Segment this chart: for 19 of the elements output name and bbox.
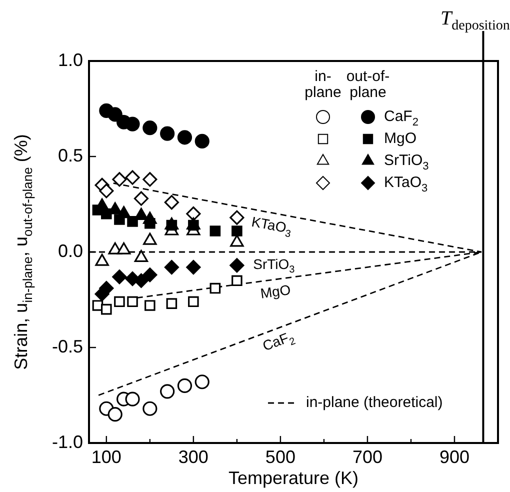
text: KTaO3 bbox=[250, 213, 292, 240]
annotation: in-plane (theoretical) bbox=[306, 394, 443, 412]
x-tick-label: 300 bbox=[178, 446, 208, 467]
y-axis-title: Strain, uin-plane, uout-of-plane (%) bbox=[10, 134, 35, 370]
y-tick-label: 0.0 bbox=[58, 240, 83, 261]
text: MgO bbox=[259, 281, 292, 302]
legend-label: MgO bbox=[384, 130, 417, 148]
y-tick-label: -1.0 bbox=[52, 432, 83, 452]
y-tick-label: 0.5 bbox=[58, 145, 83, 166]
x-tick-label: 100 bbox=[91, 446, 122, 467]
x-axis-title: Temperature (K) bbox=[228, 468, 359, 488]
y-tick-label: 1.0 bbox=[58, 50, 83, 70]
y-tick-label: -0.5 bbox=[52, 336, 83, 356]
annotation: out-of-plane bbox=[346, 68, 390, 102]
x-tick-label: 500 bbox=[265, 446, 296, 467]
legend-title: in-plane bbox=[304, 68, 342, 102]
x-tick-label: 900 bbox=[439, 446, 470, 467]
x-tick-label: 700 bbox=[352, 446, 382, 467]
text: CaF2 bbox=[260, 330, 298, 354]
